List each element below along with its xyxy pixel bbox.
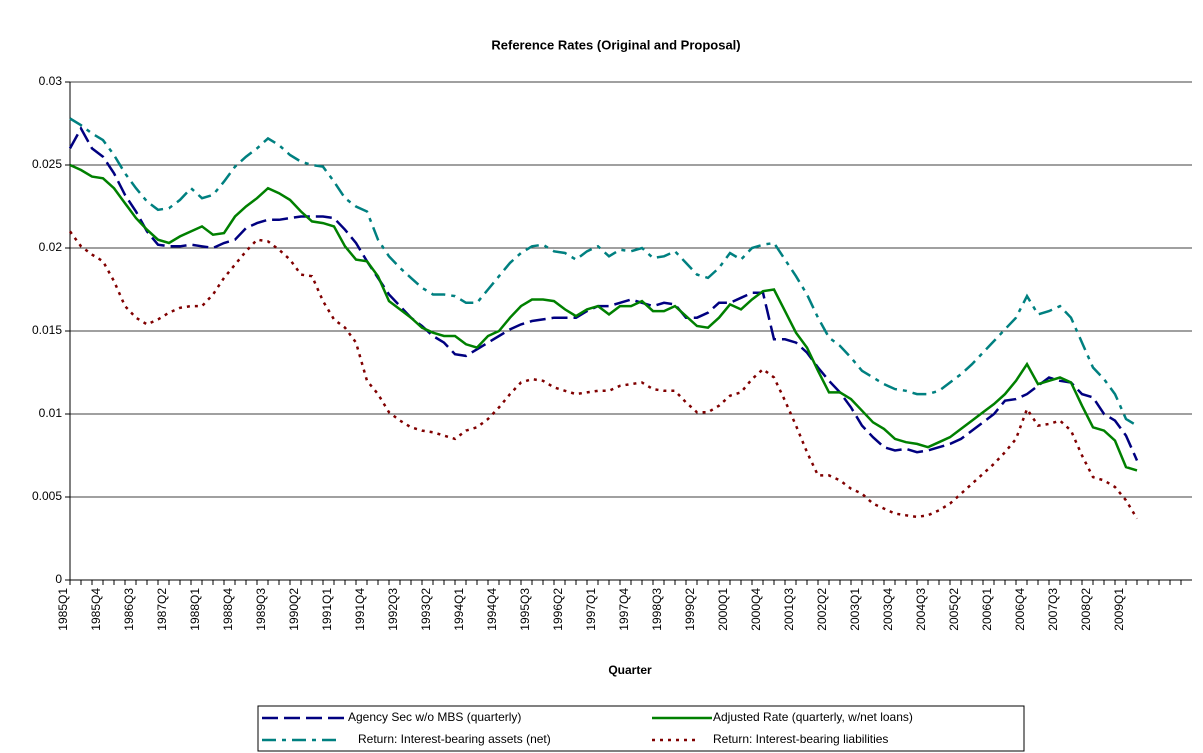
x-tick-label: 2007Q3	[1046, 588, 1060, 631]
x-tick-label: 1990Q2	[287, 588, 301, 631]
x-tick-label: 1995Q3	[518, 588, 532, 631]
y-tick-label: 0.03	[39, 74, 63, 88]
y-tick-label: 0	[55, 572, 62, 586]
x-tick-label: 1997Q4	[617, 588, 631, 631]
x-tick-label: 2003Q1	[848, 588, 862, 631]
x-tick-label: 2006Q4	[1013, 588, 1027, 631]
legend-label: Agency Sec w/o MBS (quarterly)	[348, 710, 521, 724]
x-tick-label: 1986Q3	[122, 588, 136, 631]
x-tick-label: 1989Q3	[254, 588, 268, 631]
x-tick-label: 2008Q2	[1079, 588, 1093, 631]
x-tick-label: 1991Q1	[320, 588, 334, 631]
y-tick-label: 0.02	[39, 240, 63, 254]
legend-label: Adjusted Rate (quarterly, w/net loans)	[713, 710, 913, 724]
x-tick-label: 1998Q3	[650, 588, 664, 631]
x-tick-label: 1987Q2	[155, 588, 169, 631]
x-tick-label: 1985Q4	[89, 588, 103, 631]
x-tick-label: 2000Q4	[749, 588, 763, 631]
series-line	[69, 117, 1138, 427]
series-line	[68, 230, 1139, 520]
x-tick-label: 1999Q2	[683, 588, 697, 631]
x-tick-label: 2009Q1	[1112, 588, 1126, 631]
series-line	[68, 125, 1139, 462]
chart-title: Reference Rates (Original and Proposal)	[491, 37, 740, 52]
x-tick-label: 1991Q4	[353, 588, 367, 631]
y-tick-label: 0.01	[39, 406, 63, 420]
x-tick-label: 1988Q1	[188, 588, 202, 631]
x-tick-label: 2006Q1	[980, 588, 994, 631]
x-tick-label: 2003Q4	[881, 588, 895, 631]
x-tick-label: 2001Q3	[782, 588, 796, 631]
x-tick-label: 1988Q4	[221, 588, 235, 631]
x-tick-label: 1992Q3	[386, 588, 400, 631]
y-tick-label: 0.015	[32, 323, 62, 337]
x-tick-label: 2000Q1	[716, 588, 730, 631]
x-tick-label: 1996Q2	[551, 588, 565, 631]
x-tick-label: 2004Q3	[914, 588, 928, 631]
x-axis-label: Quarter	[608, 663, 652, 677]
legend-label: Return: Interest-bearing assets (net)	[358, 732, 551, 746]
x-tick-label: 1994Q1	[452, 588, 466, 631]
legend-label: Return: Interest-bearing liabilities	[713, 732, 888, 746]
x-tick-label: 2005Q2	[947, 588, 961, 631]
x-tick-label: 1993Q2	[419, 588, 433, 631]
series-line	[69, 163, 1138, 472]
legend-box	[257, 705, 1025, 752]
x-tick-label: 2002Q2	[815, 588, 829, 631]
x-tick-label: 1997Q1	[584, 588, 598, 631]
x-tick-label: 1994Q4	[485, 588, 499, 631]
y-tick-label: 0.005	[32, 489, 62, 503]
x-tick-label: 1985Q1	[56, 588, 70, 631]
y-tick-label: 0.025	[32, 157, 62, 171]
